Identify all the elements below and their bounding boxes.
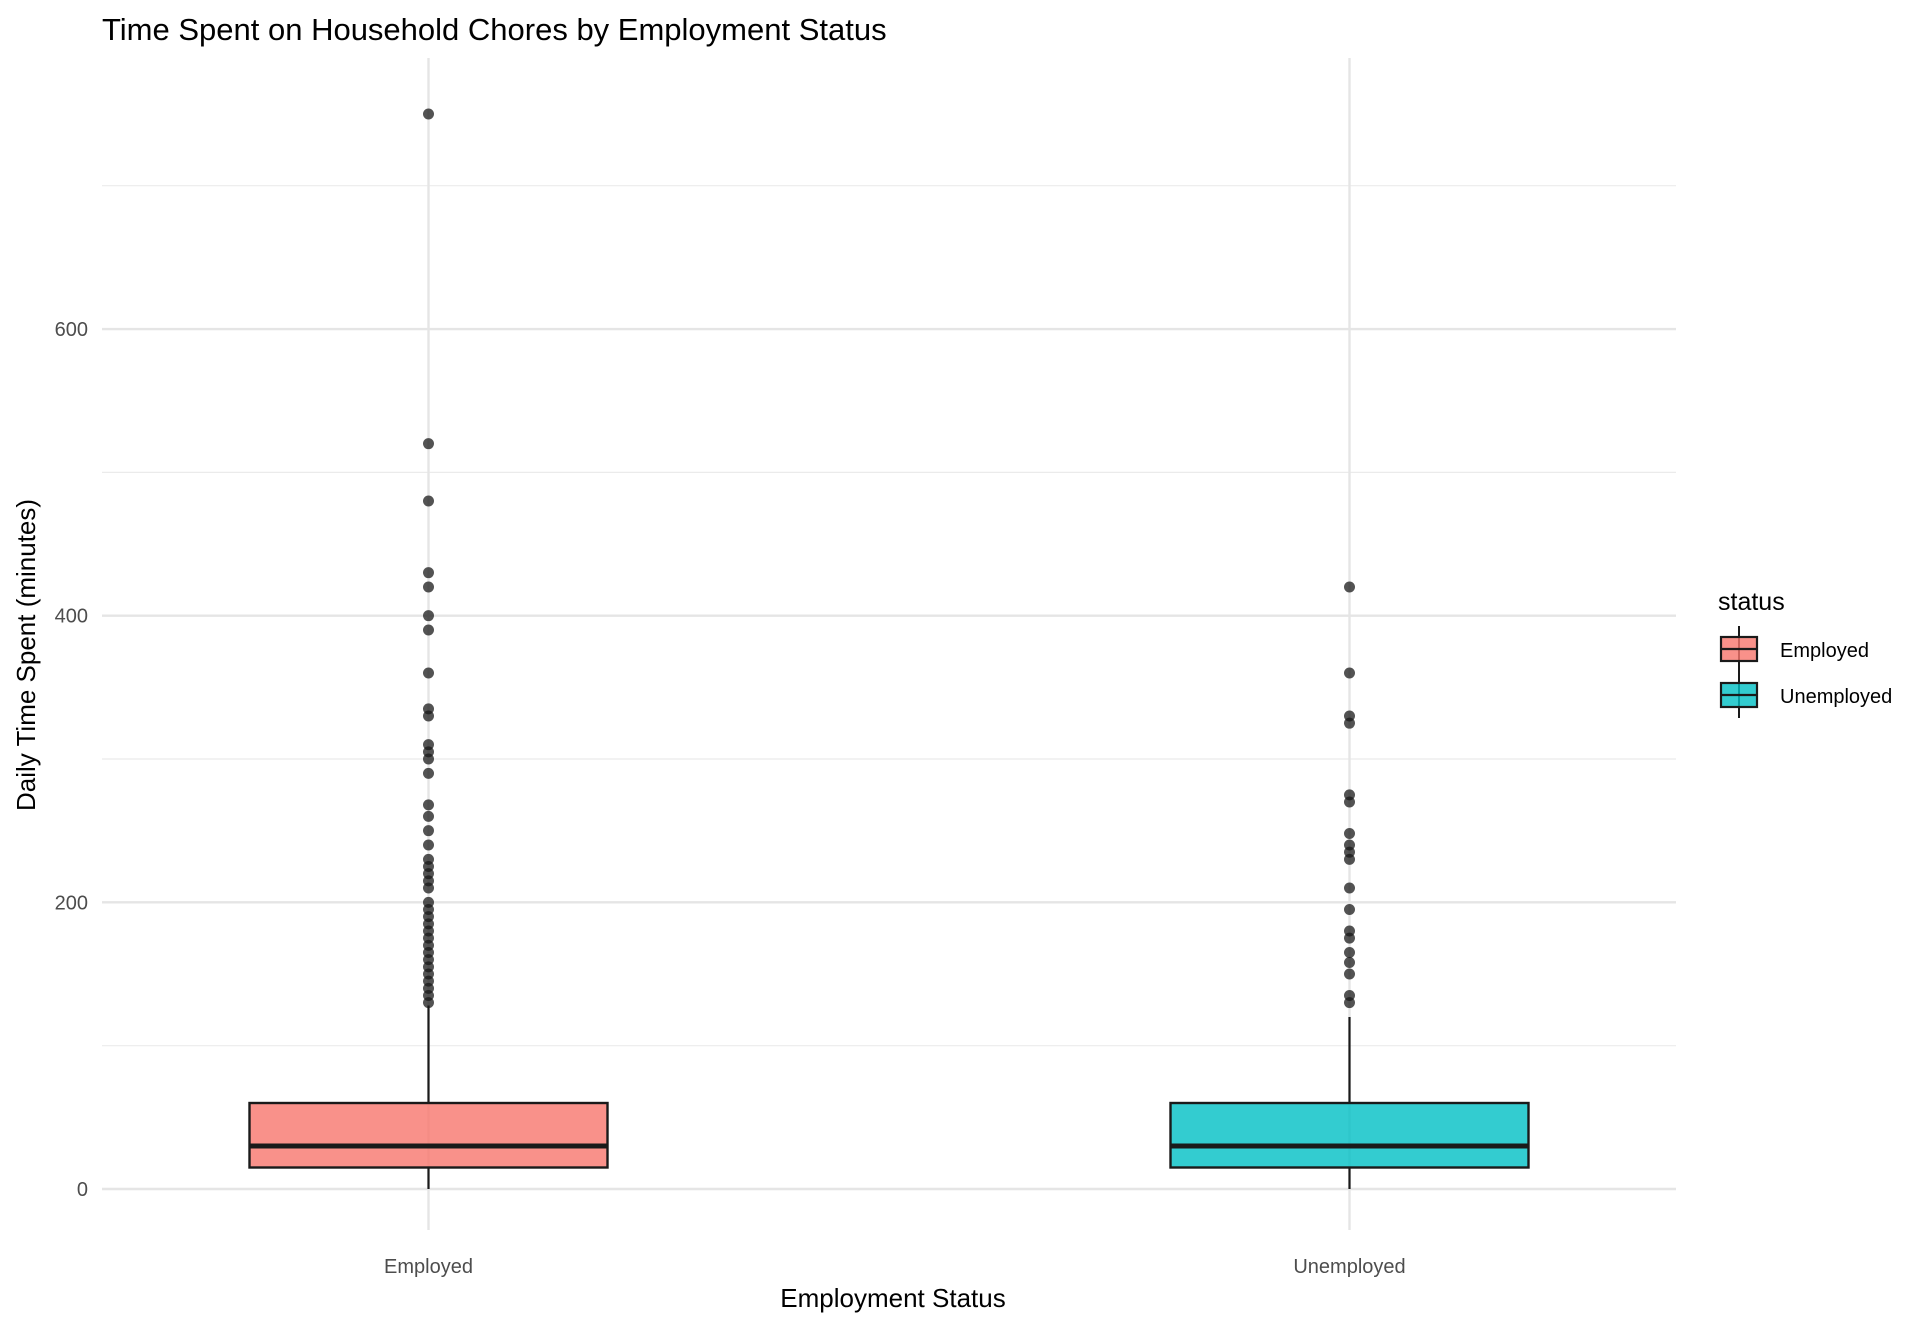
- outlier-point: [423, 108, 434, 120]
- outlier-point: [423, 810, 434, 822]
- outlier-point: [1344, 796, 1355, 808]
- outlier-point: [1344, 957, 1355, 969]
- outlier-point: [423, 567, 434, 579]
- y-tick-label: 200: [55, 892, 88, 914]
- outlier-point: [423, 753, 434, 765]
- outlier-point: [423, 610, 434, 622]
- outlier-point: [1344, 882, 1355, 894]
- outlier-point: [423, 667, 434, 679]
- outlier-point: [1344, 932, 1355, 944]
- y-axis-title: Daily Time Spent (minutes): [11, 499, 41, 811]
- legend-item-employed: Employed: [1719, 626, 1869, 672]
- y-tick-label: 0: [77, 1179, 88, 1201]
- box-group-unemployed: [1169, 581, 1530, 1189]
- outlier-point: [1344, 947, 1355, 959]
- chart-title: Time Spent on Household Chores by Employ…: [102, 12, 887, 47]
- y-tick-label: 400: [55, 606, 88, 628]
- outlier-point: [423, 882, 434, 894]
- outlier-point: [1344, 853, 1355, 865]
- outlier-point: [423, 710, 434, 722]
- y-axis: 0 200 400 600: [55, 319, 88, 1201]
- grid: [102, 58, 1676, 1230]
- x-tick-label: Employed: [384, 1256, 473, 1278]
- x-axis-title: Employment Status: [780, 1283, 1005, 1313]
- outlier-point: [423, 624, 434, 636]
- legend-label: Unemployed: [1780, 686, 1892, 708]
- outlier-point: [1344, 904, 1355, 916]
- box: [248, 1101, 609, 1169]
- legend: status Employed Unemployed: [1718, 588, 1892, 718]
- legend-title: status: [1718, 588, 1785, 616]
- outlier-point: [423, 825, 434, 837]
- outlier-point: [423, 799, 434, 811]
- outlier-point: [423, 767, 434, 779]
- outlier-point: [1344, 667, 1355, 679]
- outlier-point: [423, 438, 434, 450]
- legend-label: Employed: [1780, 640, 1869, 662]
- outlier-point: [1344, 828, 1355, 840]
- outlier-point: [1344, 717, 1355, 729]
- box-plots: [248, 108, 1530, 1189]
- box-group-employed: [248, 108, 609, 1189]
- legend-item-unemployed: Unemployed: [1719, 672, 1892, 718]
- outlier-point: [423, 581, 434, 593]
- y-tick-label: 600: [55, 319, 88, 341]
- outlier-point: [1344, 997, 1355, 1009]
- x-axis: Employed Unemployed: [384, 1256, 1406, 1278]
- outlier-point: [1344, 968, 1355, 980]
- x-tick-label: Unemployed: [1293, 1256, 1405, 1278]
- outlier-point: [423, 839, 434, 851]
- outlier-point: [423, 495, 434, 507]
- box: [1169, 1101, 1530, 1169]
- outlier-point: [423, 997, 434, 1009]
- outlier-point: [1344, 581, 1355, 593]
